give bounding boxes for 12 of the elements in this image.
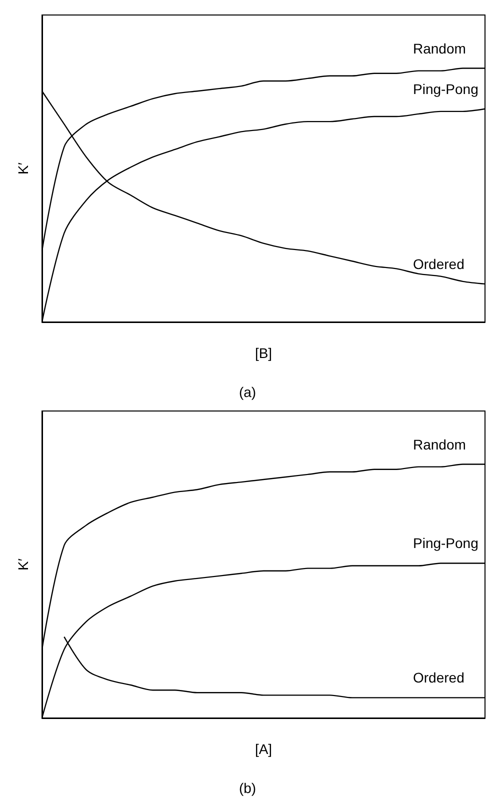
y-axis-title: K′ [15,558,31,570]
series-label: Random [413,436,466,452]
text: (b) [238,780,256,796]
series-label: Ordered [413,256,464,272]
series-label: Ping-Pong [413,80,478,97]
x-axis-title: [B] [254,345,272,361]
series-label: Ping-Pong [413,535,478,552]
text: (a) [238,384,256,400]
y-axis-title: K′ [15,162,31,174]
x-axis-title: [A] [254,741,272,757]
series-label: Ordered [413,670,464,686]
series-label: Random [413,40,466,56]
